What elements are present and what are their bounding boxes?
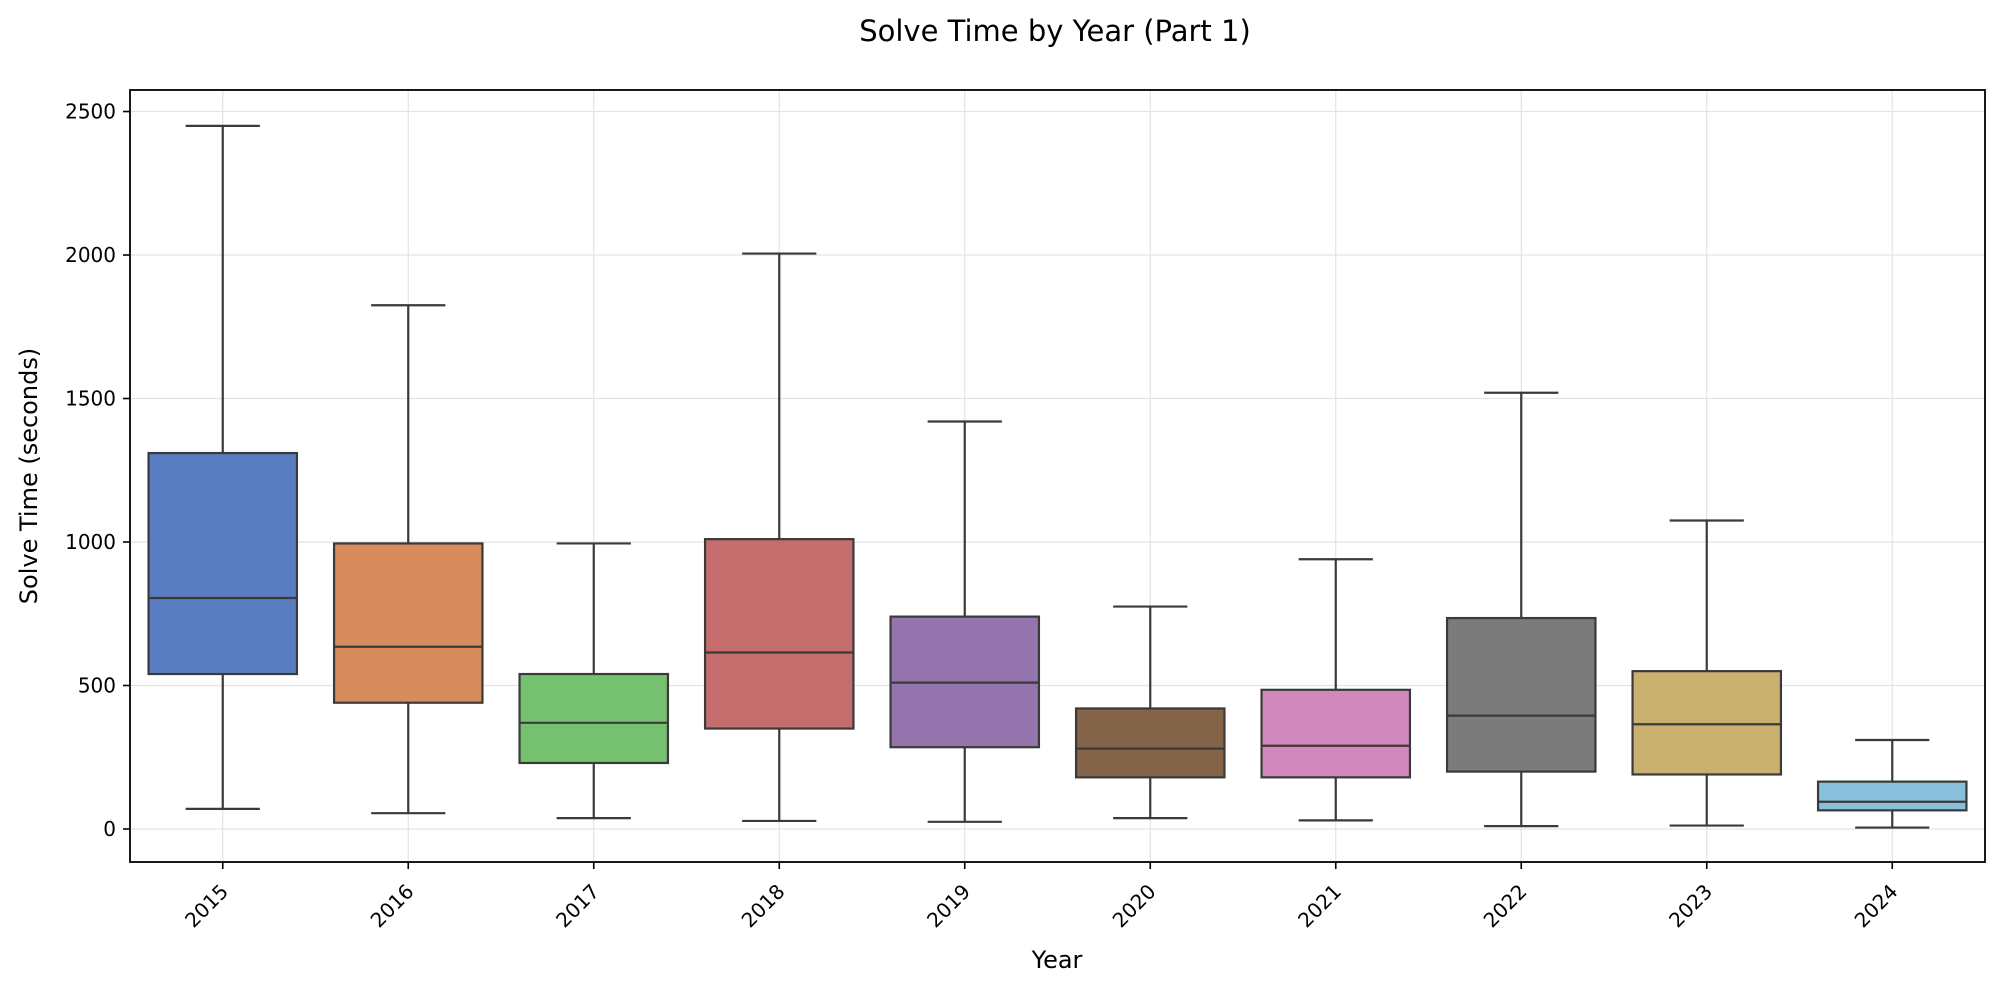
y-axis-ticks: 0 500 1000 1500 2000 2500 bbox=[65, 100, 130, 841]
iqr-box bbox=[518, 672, 670, 765]
x-tick-label: 2024 bbox=[1850, 879, 1903, 932]
y-tick-label: 500 bbox=[78, 674, 116, 698]
iqr-box bbox=[1445, 616, 1597, 773]
box-2023 bbox=[1631, 519, 1783, 827]
x-tick-label: 2017 bbox=[551, 879, 604, 932]
iqr-box bbox=[332, 542, 484, 704]
iqr-box bbox=[147, 451, 299, 676]
box-2017 bbox=[518, 542, 670, 820]
x-tick-label: 2015 bbox=[180, 879, 233, 932]
box-2022 bbox=[1445, 391, 1597, 828]
y-tick-label: 1500 bbox=[65, 387, 116, 411]
plot-frame bbox=[129, 89, 1986, 863]
box-2021 bbox=[1260, 558, 1412, 822]
x-tick-label: 2019 bbox=[922, 879, 975, 932]
box-2016 bbox=[332, 304, 484, 815]
x-axis-title: Year bbox=[1031, 946, 1083, 974]
y-axis-title: Solve Time (seconds) bbox=[15, 348, 43, 604]
box-2018 bbox=[703, 252, 855, 823]
box-2024 bbox=[1816, 738, 1968, 829]
y-tick-label: 0 bbox=[103, 817, 116, 841]
box-2019 bbox=[889, 420, 1041, 823]
iqr-box bbox=[1816, 780, 1968, 812]
x-tick-label: 2021 bbox=[1293, 879, 1346, 932]
x-tick-label: 2020 bbox=[1108, 879, 1161, 932]
y-tick-label: 2500 bbox=[65, 100, 116, 124]
box-2020 bbox=[1074, 605, 1226, 820]
iqr-box bbox=[1074, 707, 1226, 779]
x-tick-label: 2022 bbox=[1479, 879, 1532, 932]
iqr-box bbox=[1260, 688, 1412, 779]
x-tick-label: 2018 bbox=[737, 879, 790, 932]
box-series bbox=[147, 124, 1968, 829]
iqr-box bbox=[703, 538, 855, 730]
chart-title: Solve Time by Year (Part 1) bbox=[859, 14, 1251, 48]
x-axis-ticks: 2015 2016 2017 2018 2019 2020 2021 2022 2023 2024 bbox=[180, 862, 1903, 932]
box-2015 bbox=[147, 124, 299, 811]
x-tick-label: 2016 bbox=[366, 879, 419, 932]
y-tick-label: 2000 bbox=[65, 243, 116, 267]
y-tick-label: 1000 bbox=[65, 530, 116, 554]
iqr-box bbox=[1631, 670, 1783, 776]
x-tick-label: 2023 bbox=[1664, 879, 1717, 932]
